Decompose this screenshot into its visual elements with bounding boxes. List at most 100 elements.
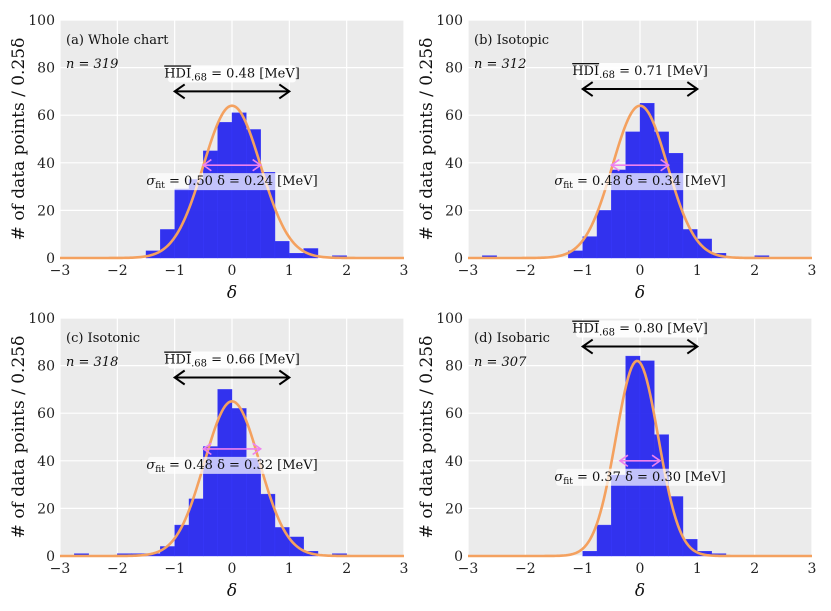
hdi-label: HDI.68 = 0.48 [MeV] — [164, 66, 300, 83]
histogram-bar — [274, 241, 290, 259]
hdi-arrow — [172, 369, 292, 386]
hdi-arrow-head-right — [278, 369, 292, 386]
sigma-fit-arrow-head-right — [651, 454, 662, 468]
hdi-label-sub: .68 — [191, 72, 207, 83]
histogram-bar — [260, 172, 276, 259]
sigma-label-value: = 0.48 δ = 0.32 [MeV] — [165, 458, 318, 473]
x-tick-label: −1 — [572, 561, 593, 577]
y-tick-label: 40 — [37, 156, 55, 172]
x-tick-label: −1 — [164, 263, 185, 279]
x-tick-label: −3 — [50, 263, 71, 279]
hdi-label-box — [168, 351, 296, 369]
sigma-fit-arrow — [201, 158, 263, 172]
y-tick-label: 0 — [46, 251, 55, 267]
hdi-label: HDI.68 = 0.80 [MeV] — [572, 322, 708, 339]
x-tick-label: 2 — [750, 561, 759, 577]
hdi-arrow-head-left — [580, 338, 594, 355]
y-tick-label: 100 — [28, 311, 55, 327]
y-tick-label: 60 — [37, 406, 55, 422]
hdi-label-sub: .68 — [599, 328, 615, 339]
x-tick-label: 0 — [228, 263, 237, 279]
y-tick-label: 80 — [37, 61, 55, 77]
hdi-label-box — [168, 65, 296, 83]
x-tick-label: −2 — [107, 561, 128, 577]
x-tick-label: 3 — [808, 561, 817, 577]
hdi-label-value: = 0.80 [MeV] — [615, 322, 708, 337]
x-tick-label: 1 — [693, 263, 702, 279]
sigma-label-sub: fit — [563, 181, 573, 191]
y-axis-label: # of data points / 0.25δ — [9, 38, 29, 241]
sigma-fit-arrow — [618, 454, 662, 468]
x-axis-label: δ — [635, 581, 645, 601]
y-tick-label: 20 — [37, 501, 55, 517]
sigma-fit-arrow-head-right — [252, 158, 263, 172]
x-axis-label: δ — [227, 581, 237, 601]
y-tick-label: 40 — [445, 156, 463, 172]
hdi-arrow-head-right — [686, 81, 700, 97]
histogram-bar — [596, 524, 612, 557]
x-axis-label: δ — [227, 283, 237, 303]
y-tick-label: 100 — [436, 311, 463, 327]
y-axis-label: # of data points / 0.25δ — [417, 336, 437, 539]
y-tick-label: 80 — [37, 359, 55, 375]
y-tick-label: 0 — [46, 549, 55, 565]
panel-label: (b) Isotopic — [474, 33, 549, 48]
x-tick-label: 1 — [285, 263, 294, 279]
x-tick-label: 0 — [636, 561, 645, 577]
hdi-label-value: = 0.71 [MeV] — [615, 64, 708, 79]
sigma-fit-arrow-head-left — [201, 158, 212, 172]
hdi-arrow — [580, 81, 700, 97]
panel-label: (a) Whole chart — [66, 33, 169, 48]
sigma-label-sub: fit — [155, 465, 165, 475]
y-tick-label: 40 — [445, 454, 463, 470]
hdi-label-main: HDI — [164, 66, 191, 81]
x-tick-label: −1 — [164, 561, 185, 577]
hdi-arrow — [172, 83, 292, 100]
x-tick-label: 0 — [228, 561, 237, 577]
x-tick-label: −2 — [515, 561, 536, 577]
sample-count-label: n = 319 — [66, 57, 118, 72]
hdi-label-main: HDI — [572, 64, 599, 79]
panel-3: HDI.68 = 0.66 [MeV] σfit = 0.48 δ = 0.32 … — [9, 311, 408, 601]
hdi-label-box — [576, 63, 704, 81]
x-tick-label: 1 — [285, 561, 294, 577]
sample-count-label: n = 307 — [474, 355, 527, 370]
x-axis-label: δ — [635, 283, 645, 303]
sigma-label-sub: fit — [155, 181, 165, 191]
sigma-fit-arrow-head-left — [609, 158, 620, 172]
hdi-label-main: HDI — [164, 353, 191, 368]
histogram-bar — [174, 524, 190, 557]
hdi-label-box — [576, 320, 704, 338]
x-tick-label: 1 — [693, 561, 702, 577]
sigma-label-symbol: σ — [146, 174, 156, 189]
sigma-label-value: = 0.37 δ = 0.30 [MeV] — [573, 470, 726, 485]
x-tick-label: 3 — [808, 263, 817, 279]
sigma-fit-arrow — [201, 442, 263, 456]
y-tick-label: 0 — [454, 251, 463, 267]
hdi-arrow-head-left — [172, 369, 186, 386]
gaussian-fit-curve — [468, 359, 812, 558]
y-tick-label: 0 — [454, 549, 463, 565]
sigma-label-box — [556, 468, 724, 486]
sigma-label-sub: fit — [563, 477, 573, 487]
sigma-fit-arrow-head-left — [618, 454, 629, 468]
histogram-bar — [596, 210, 612, 259]
hdi-arrow-head-right — [686, 338, 700, 355]
histogram-bar — [682, 229, 698, 259]
panel-2: HDI.68 = 0.71 [MeV] σfit = 0.48 δ = 0.34 … — [417, 13, 816, 303]
sigma-fit-label: σfit = 0.37 δ = 0.30 [MeV] — [554, 470, 725, 487]
histogram-bar — [246, 129, 261, 259]
y-tick-label: 40 — [37, 454, 55, 470]
histogram-bar — [260, 493, 276, 557]
sigma-label-box — [148, 173, 316, 191]
y-tick-label: 100 — [436, 13, 463, 29]
sigma-label-symbol: σ — [554, 174, 564, 189]
x-tick-label: 2 — [342, 561, 351, 577]
panel-label: (c) Isotonic — [66, 331, 140, 346]
hdi-label: HDI.68 = 0.66 [MeV] — [164, 353, 300, 370]
gaussian-fit-curve — [60, 399, 404, 558]
histogram-bar — [160, 229, 175, 259]
histogram-bar — [582, 551, 598, 557]
sigma-label-box — [148, 456, 316, 474]
